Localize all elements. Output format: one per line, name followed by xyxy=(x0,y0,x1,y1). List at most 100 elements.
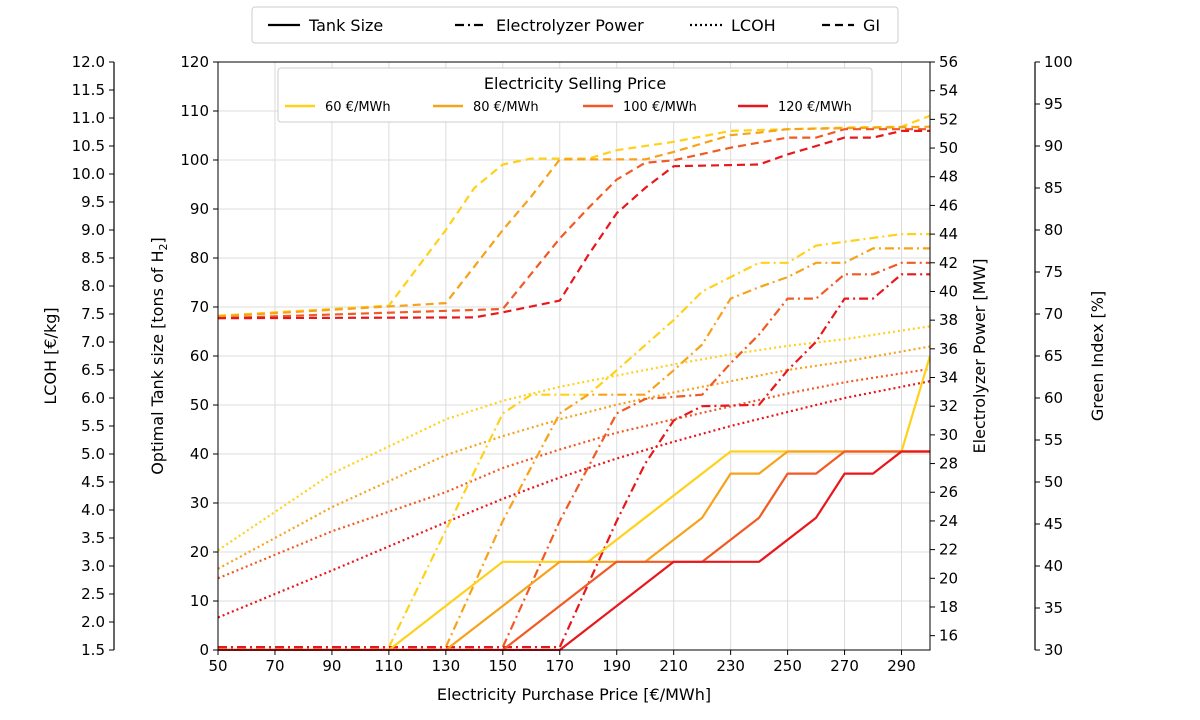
power-tick-label: 28 xyxy=(939,455,958,473)
gi-tick-label: 40 xyxy=(1044,557,1063,575)
power-tick-label: 32 xyxy=(939,397,958,415)
tank-tick-label: 80 xyxy=(190,249,209,267)
color-legend-box xyxy=(277,67,873,123)
lcoh-tick-label: 10.0 xyxy=(72,165,105,183)
lcoh-tick-label: 11.5 xyxy=(72,81,105,99)
tank-tick-label: 30 xyxy=(190,494,209,512)
power-tick-label: 16 xyxy=(939,627,958,645)
tank-axis-label-subscript: 2 xyxy=(157,243,170,250)
lcoh-tick-label: 2.0 xyxy=(81,613,105,631)
lcoh-tick-label: 8.0 xyxy=(81,277,105,295)
lcoh-tick-label: 4.0 xyxy=(81,501,105,519)
lcoh-tick-label: 6.0 xyxy=(81,389,105,407)
x-tick-label: 230 xyxy=(716,657,745,675)
power-tick-label: 18 xyxy=(939,598,958,616)
lcoh-tick-label: 5.5 xyxy=(81,417,105,435)
gi-tick-label: 80 xyxy=(1044,221,1063,239)
lcoh-line-4 xyxy=(218,380,930,619)
power-tick-label: 56 xyxy=(939,53,958,71)
lcoh-tick-label: 9.0 xyxy=(81,221,105,239)
tank-tick-label: 70 xyxy=(190,298,209,316)
gi-tick-label: 50 xyxy=(1044,473,1063,491)
lcoh-tick-label: 1.5 xyxy=(81,641,105,659)
power-line-2 xyxy=(218,247,930,649)
x-tick-label: 170 xyxy=(545,657,574,675)
lcoh-tick-label: 11.0 xyxy=(72,109,105,127)
line-style-label: Tank Size xyxy=(308,16,383,35)
x-tick-label: 90 xyxy=(322,657,341,675)
power-line-1 xyxy=(218,233,930,649)
gi-tick-label: 70 xyxy=(1044,305,1063,323)
tank-axis-label-end: ] xyxy=(148,237,167,243)
gi-tick-label: 35 xyxy=(1044,599,1063,617)
gi-line-4 xyxy=(218,129,930,320)
line-style-label: Electrolyzer Power xyxy=(496,16,644,35)
x-tick-label: 270 xyxy=(830,657,859,675)
gi-tick-label: 90 xyxy=(1044,137,1063,155)
lcoh-tick-label: 2.5 xyxy=(81,585,105,603)
power-tick-label: 30 xyxy=(939,426,958,444)
gi-tick-label: 100 xyxy=(1044,53,1073,71)
gi-tick-label: 55 xyxy=(1044,431,1063,449)
power-tick-label: 36 xyxy=(939,340,958,358)
line-style-label: GI xyxy=(863,16,880,35)
power-tick-label: 24 xyxy=(939,512,958,530)
lcoh-line-3 xyxy=(218,367,930,580)
tank-tick-label: 20 xyxy=(190,543,209,561)
lcoh-tick-label: 12.0 xyxy=(72,53,105,71)
line-style-label: LCOH xyxy=(731,16,776,35)
gi-tick-label: 65 xyxy=(1044,347,1063,365)
line-style-legend-box xyxy=(251,6,899,44)
tank-tick-label: 40 xyxy=(190,445,209,463)
axes-layer: 50 70 90 110 130 150 170 190 210 230 250 270 2900102… xyxy=(72,53,1073,675)
power-tick-label: 40 xyxy=(939,282,958,300)
power-tick-label: 34 xyxy=(939,369,958,387)
tank-tick-label: 10 xyxy=(190,592,209,610)
lcoh-tick-label: 10.5 xyxy=(72,137,105,155)
color-legend: Electricity Selling Price 60 €/MWh 80 €/M… xyxy=(277,67,873,123)
x-tick-label: 50 xyxy=(208,657,227,675)
x-tick-label: 70 xyxy=(265,657,284,675)
power-tick-label: 54 xyxy=(939,82,958,100)
tank-tick-label: 90 xyxy=(190,200,209,218)
x-tick-label: 210 xyxy=(659,657,688,675)
tank-tick-label: 0 xyxy=(199,641,209,659)
color-legend-title: Electricity Selling Price xyxy=(484,74,666,93)
power-tick-label: 46 xyxy=(939,196,958,214)
gi-line-3 xyxy=(218,128,930,320)
color-legend-label: 80 €/MWh xyxy=(473,100,539,115)
gi-tick-label: 60 xyxy=(1044,389,1063,407)
gi-tick-label: 45 xyxy=(1044,515,1063,533)
power-line-3 xyxy=(218,261,930,649)
gi-tick-label: 85 xyxy=(1044,179,1063,197)
power-line-4 xyxy=(218,273,930,649)
series-layer xyxy=(218,114,930,651)
lcoh-tick-label: 6.5 xyxy=(81,361,105,379)
power-tick-label: 48 xyxy=(939,168,958,186)
tank-tick-label: 60 xyxy=(190,347,209,365)
line-style-legend: Tank Size Electrolyzer Power LCOH GI xyxy=(251,6,899,44)
gi-tick-label: 30 xyxy=(1044,641,1063,659)
power-tick-label: 22 xyxy=(939,541,958,559)
lcoh-axis-label: LCOH [€/kg] xyxy=(41,307,60,404)
color-legend-items: 60 €/MWh 80 €/MWh 100 €/MWh 120 €/MWh xyxy=(285,100,852,115)
lcoh-tick-label: 3.5 xyxy=(81,529,105,547)
power-tick-label: 26 xyxy=(939,483,958,501)
x-tick-label: 130 xyxy=(432,657,461,675)
lcoh-line-1 xyxy=(218,325,930,552)
x-tick-label: 190 xyxy=(602,657,631,675)
power-tick-label: 20 xyxy=(939,569,958,587)
color-legend-label: 100 €/MWh xyxy=(623,100,697,115)
gi-line-1 xyxy=(218,114,930,317)
tank-tick-label: 50 xyxy=(190,396,209,414)
lcoh-line-2 xyxy=(218,345,930,570)
x-tick-label: 250 xyxy=(773,657,802,675)
lcoh-tick-label: 8.5 xyxy=(81,249,105,267)
power-tick-label: 52 xyxy=(939,110,958,128)
gi-axis-label: Green Index [%] xyxy=(1088,291,1107,421)
x-tick-label: 150 xyxy=(488,657,517,675)
line-style-legend-items: Tank Size Electrolyzer Power LCOH GI xyxy=(268,16,880,35)
gi-line-2 xyxy=(218,125,930,318)
tank-line-4 xyxy=(218,450,930,651)
